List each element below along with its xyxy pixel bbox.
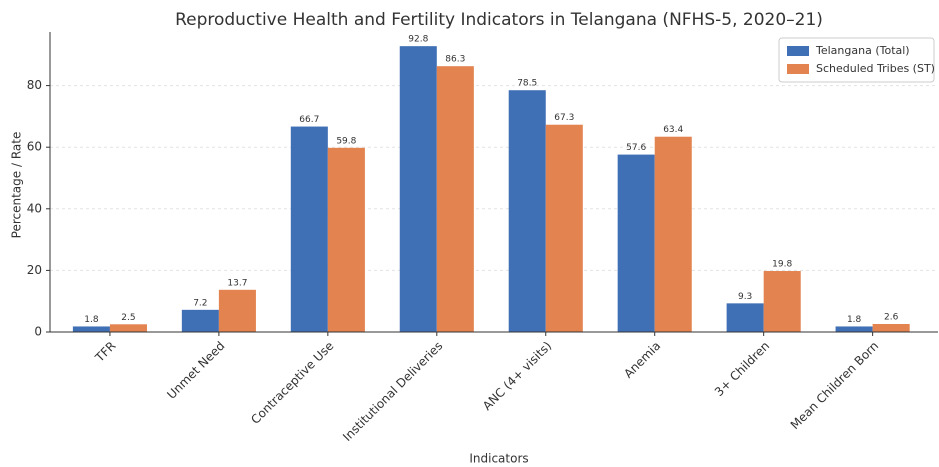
bar [835, 326, 873, 332]
legend-label: Telangana (Total) [815, 44, 910, 57]
x-tick-label: ANC (4+ visits) [480, 339, 554, 413]
bar [872, 323, 910, 332]
value-label: 59.8 [336, 136, 356, 146]
y-tick-label: 0 [34, 325, 42, 339]
y-tick-label: 80 [27, 78, 42, 92]
y-tick-label: 40 [27, 201, 42, 215]
value-label: 19.8 [772, 260, 792, 270]
value-label: 57.6 [626, 143, 646, 153]
value-label: 67.3 [554, 113, 574, 123]
bar [181, 309, 219, 332]
bar [508, 90, 546, 332]
legend-label: Scheduled Tribes (ST) [816, 62, 935, 75]
x-tick-label: Anemia [621, 339, 663, 381]
x-axis-label: Indicators [469, 452, 528, 466]
value-label: 9.3 [738, 292, 752, 302]
y-tick-label: 20 [27, 263, 42, 277]
bar [726, 303, 764, 332]
y-tick-label: 60 [27, 140, 42, 154]
x-tick-label: Mean Children Born [788, 339, 881, 432]
legend-swatch [787, 64, 809, 74]
chart-title: Reproductive Health and Fertility Indica… [175, 10, 823, 30]
bar [290, 126, 328, 332]
y-axis-label: Percentage / Rate [10, 132, 24, 239]
value-label: 86.3 [445, 55, 465, 65]
value-label: 1.8 [84, 315, 99, 325]
value-label: 13.7 [227, 278, 247, 288]
bar [654, 136, 692, 332]
value-label: 1.8 [847, 315, 862, 325]
bar [436, 66, 474, 333]
x-tick-label: TFR [92, 339, 119, 366]
value-label: 7.2 [193, 298, 207, 308]
bar [617, 154, 655, 332]
bar [327, 147, 365, 332]
x-tick-label: 3+ Children [712, 339, 772, 399]
legend-swatch [787, 46, 809, 56]
legend-box [778, 37, 935, 83]
bar [218, 289, 256, 332]
x-tick-label: Institutional Deliveries [340, 339, 445, 444]
value-label: 66.7 [299, 115, 319, 125]
value-label: 92.8 [408, 35, 428, 45]
value-label: 78.5 [517, 79, 537, 89]
bar [109, 324, 147, 332]
value-label: 2.6 [884, 312, 899, 322]
bar [545, 124, 583, 332]
value-label: 2.5 [121, 313, 135, 323]
x-tick-label: Unmet Need [164, 339, 227, 402]
x-tick-label: Contraceptive Use [248, 339, 336, 427]
bar [72, 326, 110, 332]
bar [399, 46, 437, 333]
value-label: 63.4 [663, 125, 683, 135]
bar [763, 271, 801, 332]
